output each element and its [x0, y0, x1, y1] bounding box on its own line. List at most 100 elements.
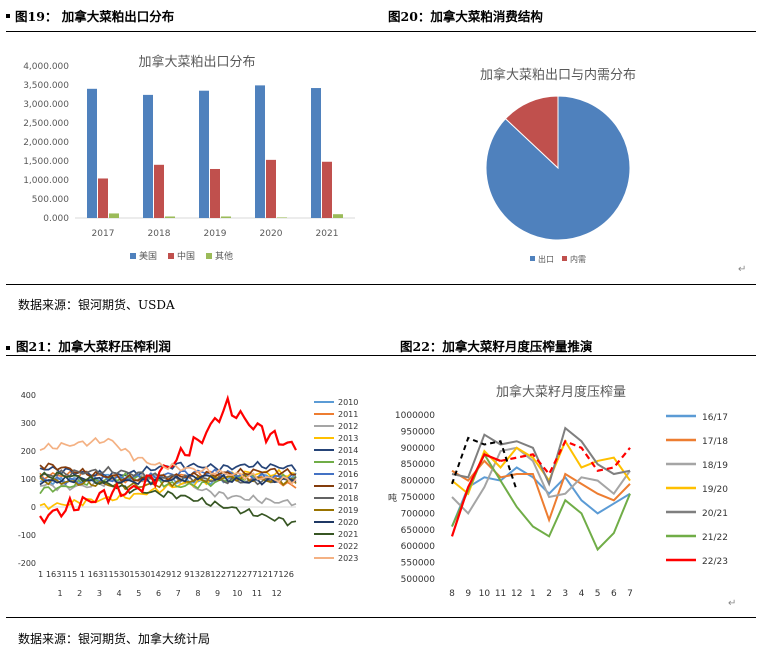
legend-label: 2020	[338, 518, 358, 527]
header-bullet	[6, 14, 10, 18]
x-tick-label: 5	[595, 589, 601, 599]
bar-美国-2017	[87, 88, 97, 218]
legend-label: 17/18	[702, 437, 728, 447]
y-tick-label: 1,000.000	[23, 176, 69, 186]
black-dashed-projection	[451, 436, 518, 491]
fig22-header: 图22：加拿大菜籽月度压榨量推演	[400, 339, 593, 354]
x-tick-label: 9	[465, 589, 471, 599]
y-tick-label: 750000	[401, 493, 436, 503]
x-tick-label: 8	[449, 589, 455, 599]
series-line-2023	[39, 436, 297, 486]
y-tick-label: 3,000.000	[23, 100, 69, 110]
x-tick-label: 2019	[204, 229, 227, 239]
bar-其他-2018	[165, 216, 175, 218]
top-rule	[6, 31, 756, 32]
legend-swatch	[206, 253, 212, 259]
y-tick-label: 400	[21, 391, 36, 400]
y-tick-label: 2,500.000	[23, 119, 69, 129]
legend-label: 其他	[215, 250, 233, 262]
return-mark: ↵	[728, 598, 737, 609]
y-tick-label: 4,000.000	[23, 62, 69, 72]
mid-rule	[6, 284, 756, 285]
y-tick-label: 650000	[401, 526, 436, 536]
bar-其他-2020	[277, 217, 287, 218]
legend-label: 2022	[338, 542, 358, 551]
legend-swatch	[562, 256, 567, 261]
x-tick-label: 2020	[260, 229, 283, 239]
x-month-label: 2	[77, 589, 82, 598]
fig22-line-chart: 加拿大菜籽月度压榨量 1000000 950000 900000 850000 80000…	[388, 384, 728, 599]
y-tick-label: 500000	[401, 575, 436, 585]
source-bottom: 数据来源：银河期货、加拿大统计局	[18, 632, 211, 646]
x-tick-label: 6	[611, 589, 617, 599]
series-line-18-19	[451, 446, 631, 516]
legend-label: 美国	[139, 250, 157, 262]
bar-其他-2021	[333, 214, 343, 218]
x-month-label: 1	[57, 589, 62, 598]
x-month-label: 7	[176, 589, 181, 598]
bar-美国-2019	[199, 90, 209, 218]
series-line-22-23-forecast	[500, 439, 631, 477]
legend-label: 2012	[338, 422, 358, 431]
x-month-label: 12	[272, 589, 282, 598]
y-tick-label: 500.000	[32, 195, 69, 205]
legend-label: 2015	[338, 458, 358, 467]
bar-其他-2017	[109, 213, 119, 218]
series-line-22-23	[450, 452, 501, 537]
header-bullet	[6, 346, 10, 350]
pie-slice-内需	[504, 95, 559, 170]
x-tick-label: 11	[495, 589, 506, 599]
fig19-bar-chart: 加拿大菜粕出口分布 0.000 500.000 1,000.000 1,500.000 2…	[23, 54, 355, 262]
legend-label: 20/21	[702, 509, 728, 519]
bar-中国-2018	[154, 164, 164, 218]
series-line-2020	[39, 473, 297, 486]
legend-label: 2010	[338, 398, 358, 407]
x-tick-string: 1 163115 1 163115301530142912 9132812271…	[38, 570, 294, 579]
legend-label: 2017	[338, 482, 358, 491]
legend-label: 中国	[177, 250, 195, 262]
y-tick-label: 550000	[401, 559, 436, 569]
chart-title: 加拿大菜籽月度压榨量	[496, 384, 626, 400]
legend-label: 2023	[338, 554, 358, 563]
legend-label: 2013	[338, 434, 358, 443]
y-tick-label: 1000000	[395, 411, 435, 421]
bar-中国-2019	[210, 168, 220, 218]
legend-label: 18/19	[702, 461, 728, 471]
series-line-16-17	[451, 466, 631, 527]
bar-美国-2020	[255, 85, 265, 218]
y-axis-label: 吨	[388, 492, 397, 504]
y-tick-label: 100	[21, 475, 36, 484]
legend-label: 16/17	[702, 413, 728, 423]
y-tick-label: 1,500.000	[23, 157, 69, 167]
series-line-2022	[39, 394, 297, 525]
legend-label: 出口	[538, 254, 554, 264]
x-tick-label: 10	[479, 589, 491, 599]
x-month-label: 5	[136, 589, 141, 598]
y-tick-label: 3,500.000	[23, 81, 69, 91]
legend-label: 21/22	[702, 533, 728, 543]
bar-其他-2019	[221, 216, 231, 218]
x-tick-label: 1	[530, 589, 536, 599]
y-tick-label: 2,000.000	[23, 138, 69, 148]
x-tick-label: 2021	[316, 229, 339, 239]
y-tick-label: 200	[21, 447, 36, 456]
legend-label: 19/20	[702, 485, 728, 495]
x-month-label: 6	[156, 589, 161, 598]
legend-label: 22/23	[702, 557, 728, 567]
x-month-label: 3	[97, 589, 102, 598]
y-tick-label: 600000	[401, 542, 436, 552]
x-month-label: 10	[232, 589, 242, 598]
x-tick-label: 2018	[148, 229, 171, 239]
source-top: 数据来源：银河期货、USDA	[18, 298, 175, 312]
x-month-label: 9	[215, 589, 220, 598]
bottom-rule	[6, 617, 756, 618]
legend-label: 内需	[570, 254, 586, 264]
y-tick-label: -100	[18, 531, 36, 540]
series-line-20-21	[451, 426, 631, 487]
fig21-header: 图21：加拿大菜籽压榨利润	[16, 339, 171, 354]
y-tick-label: 0.000	[43, 214, 69, 224]
y-tick-label: 300	[21, 419, 36, 428]
legend-label: 2018	[338, 494, 358, 503]
fig20-header: 图20：加拿大菜粕消费结构	[388, 9, 543, 24]
